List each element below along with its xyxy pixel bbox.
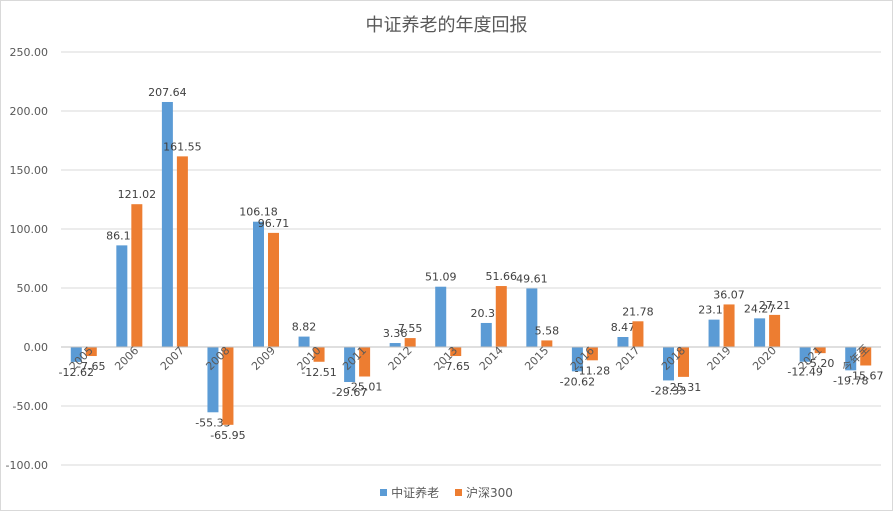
y-tick-label: 50.00 [17, 282, 49, 295]
bar [541, 340, 553, 347]
x-tick-label: 2009 [249, 344, 278, 373]
y-tick-label: 200.00 [10, 105, 49, 118]
data-label: 8.82 [292, 321, 317, 334]
legend-label-series-2: 沪深300 [465, 486, 513, 500]
bar [359, 347, 371, 377]
data-label: 161.55 [163, 140, 202, 153]
bar [85, 347, 97, 357]
bar [116, 245, 128, 347]
data-label: -25.31 [666, 381, 701, 394]
bar [495, 286, 507, 347]
bar [845, 347, 857, 371]
x-tick-label: 2020 [750, 344, 779, 373]
bar [663, 347, 674, 381]
bar [571, 347, 583, 372]
data-label: -25.01 [347, 381, 382, 394]
data-label: -28.33 [651, 384, 686, 397]
y-tick-label: 100.00 [10, 223, 49, 236]
data-label: 24.27 [744, 302, 776, 315]
y-tick-label: 150.00 [10, 164, 49, 177]
bar [404, 338, 416, 347]
bar [344, 347, 356, 383]
x-tick-label: 2007 [158, 344, 187, 373]
data-label: -7.65 [441, 360, 469, 373]
bar [450, 347, 462, 357]
bar [526, 288, 538, 347]
data-label: -20.62 [560, 375, 595, 388]
legend-item-series-2: 沪深300 [454, 484, 513, 501]
data-label: -12.51 [301, 366, 336, 379]
bar [222, 347, 234, 425]
bar [632, 321, 644, 347]
data-label: -19.78 [833, 374, 868, 387]
bar [860, 347, 872, 366]
bar [799, 347, 811, 362]
data-label: -12.62 [59, 366, 94, 379]
data-label: 7.55 [398, 322, 423, 335]
bar [480, 322, 492, 347]
data-label: -11.28 [575, 364, 610, 377]
bar [313, 347, 325, 362]
data-label: -65.95 [210, 429, 245, 442]
bar [769, 314, 781, 347]
data-label: 8.47 [611, 321, 636, 334]
x-tick-label: 2015 [522, 344, 551, 373]
y-tick-label: -50.00 [13, 400, 48, 413]
bar [253, 221, 264, 347]
legend-swatch-series-2 [454, 489, 462, 496]
data-label: 36.07 [713, 288, 745, 301]
data-label: 3.36 [383, 327, 408, 340]
data-label: 207.64 [148, 86, 187, 99]
data-label: 96.71 [258, 217, 290, 230]
chart-title: 中证养老的年度回报 [365, 15, 528, 36]
bar [617, 337, 629, 347]
data-label: 23.19 [698, 304, 730, 317]
bar [754, 318, 766, 347]
x-tick-label: 2019 [705, 344, 734, 373]
y-tick-label: 0.00 [24, 341, 49, 354]
bar [723, 304, 735, 347]
data-label: -12.49 [787, 366, 822, 379]
data-label: 121.02 [118, 188, 157, 201]
data-label: 86.13 [106, 229, 138, 242]
legend-label-series-1: 中证养老 [391, 486, 440, 500]
data-label: -7.65 [77, 360, 105, 373]
bar [586, 347, 598, 361]
x-tick-label: 2006 [112, 344, 141, 373]
data-label: 51.66 [486, 270, 518, 283]
legend-swatch-series-1 [380, 489, 388, 496]
data-label: 21.78 [622, 305, 654, 318]
data-label: 49.61 [516, 272, 548, 285]
data-label: 27.21 [759, 299, 791, 312]
data-label: 106.18 [239, 206, 278, 219]
bar [435, 286, 447, 347]
bar [268, 232, 279, 347]
data-label: -15.67 [848, 369, 883, 382]
bar [161, 101, 173, 347]
data-label: -5.20 [806, 357, 834, 370]
legend: 中证养老 沪深300 [1, 484, 892, 501]
x-tick-label: 2014 [477, 344, 506, 373]
y-tick-label: -100.00 [6, 459, 48, 472]
bar [207, 347, 219, 413]
bar [708, 319, 720, 347]
x-tick-label: 2017 [613, 344, 642, 373]
y-tick-label: 250.00 [10, 46, 49, 59]
bar [176, 156, 188, 347]
data-label: 20.37 [471, 307, 503, 320]
x-tick-label: 2012 [386, 344, 415, 373]
data-label: 51.09 [425, 271, 457, 284]
bar [814, 347, 826, 354]
data-label: -29.67 [332, 386, 367, 399]
bar [678, 347, 689, 377]
bar [298, 336, 310, 347]
bar [389, 343, 401, 347]
legend-item-series-1: 中证养老 [380, 484, 439, 501]
bar [70, 347, 82, 362]
data-label: -55.33 [195, 416, 230, 429]
data-label: 5.58 [535, 324, 560, 337]
bar [131, 204, 143, 347]
